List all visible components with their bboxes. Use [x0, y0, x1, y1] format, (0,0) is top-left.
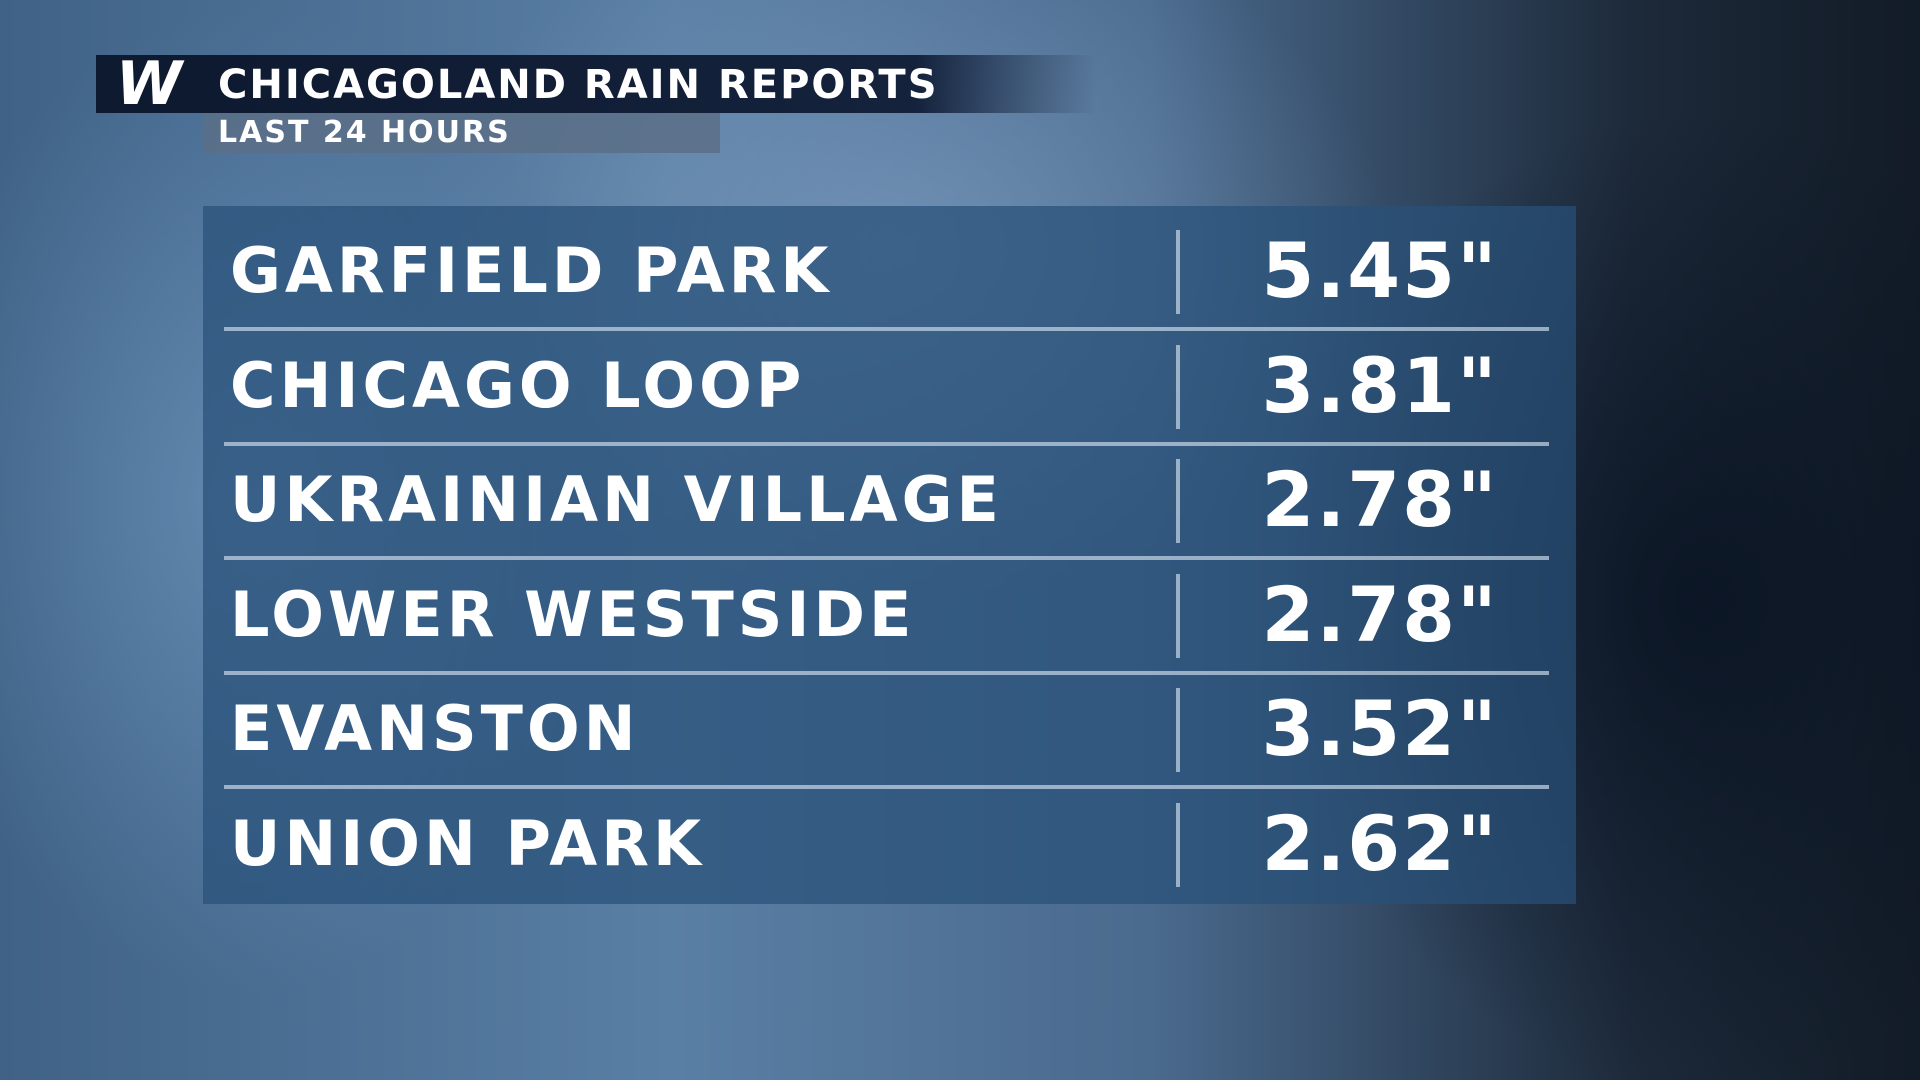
location-name: CHICAGO LOOP	[230, 348, 806, 422]
location-name: UNION PARK	[230, 806, 705, 880]
column-divider	[1176, 573, 1180, 658]
column-divider	[1176, 688, 1180, 772]
location-name: GARFIELD PARK	[230, 234, 833, 307]
column-divider	[1176, 344, 1180, 429]
subtitle: LAST 24 HOURS	[218, 115, 511, 150]
row-separator	[224, 327, 1549, 331]
row-separator	[224, 441, 1549, 446]
table-row: EVANSTON 3.52"	[224, 672, 1549, 789]
row-separator	[224, 556, 1549, 560]
rain-amount: 2.78"	[1261, 455, 1499, 544]
rain-amount: 3.52"	[1261, 684, 1499, 773]
column-divider	[1176, 230, 1180, 314]
rain-amount: 2.62"	[1261, 798, 1499, 888]
location-name: UKRAINIAN VILLAGE	[230, 463, 1003, 536]
table-row: CHICAGO LOOP 3.81"	[224, 329, 1549, 446]
location-name: LOWER WESTSIDE	[230, 577, 916, 651]
table-row: GARFIELD PARK 5.45"	[224, 214, 1549, 331]
title: CHICAGOLAND RAIN REPORTS	[218, 62, 939, 108]
logo: W	[96, 54, 196, 114]
column-divider	[1176, 802, 1180, 887]
subtitle-bar	[203, 113, 720, 153]
column-divider	[1176, 459, 1180, 543]
location-name: EVANSTON	[230, 692, 640, 765]
table-row: UKRAINIAN VILLAGE 2.78"	[224, 443, 1549, 560]
rain-amount: 3.81"	[1261, 340, 1499, 430]
table-row: LOWER WESTSIDE 2.78"	[224, 558, 1549, 675]
rain-amount: 2.78"	[1261, 569, 1499, 659]
row-separator	[224, 670, 1549, 675]
table-row: UNION PARK 2.62"	[224, 787, 1549, 901]
title-bar	[196, 55, 1096, 113]
row-separator	[224, 785, 1549, 789]
rain-amount: 5.45"	[1261, 226, 1499, 315]
